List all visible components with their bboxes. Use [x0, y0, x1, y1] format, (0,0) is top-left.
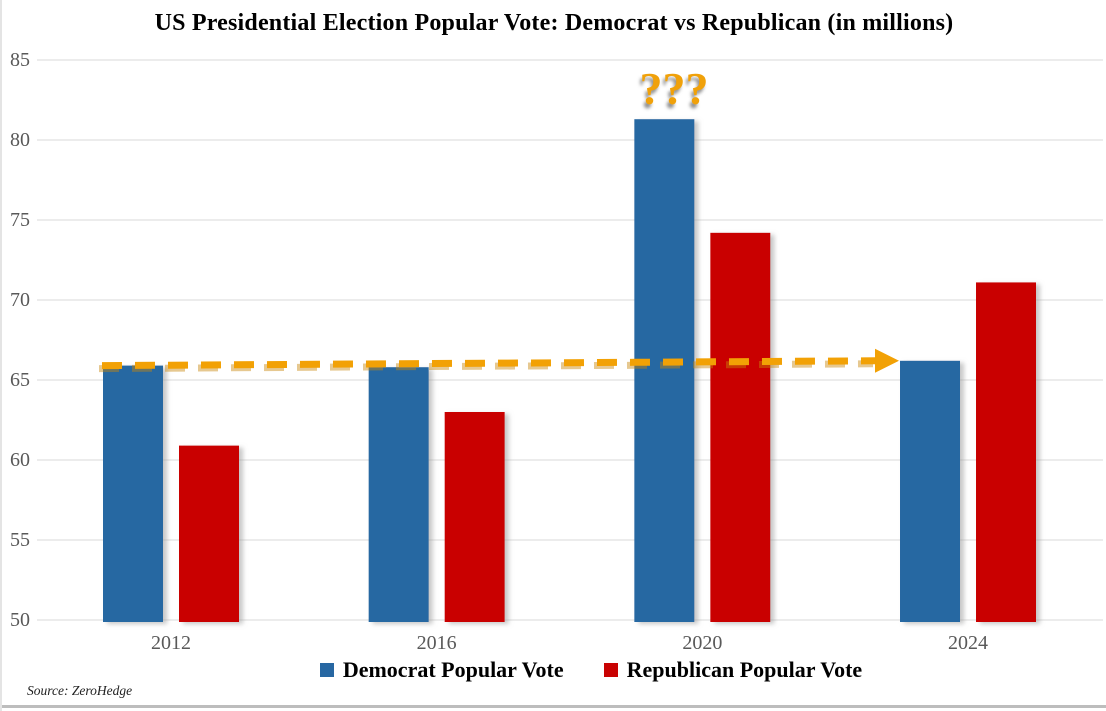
bar-republican-2020 — [710, 232, 771, 623]
y-tick-85: 85 — [10, 49, 30, 71]
legend-label-republican: Republican Popular Vote — [626, 657, 863, 682]
y-tick-80: 80 — [10, 129, 30, 151]
source-note: Source: ZeroHedge — [27, 683, 133, 698]
y-tick-55: 55 — [10, 529, 30, 551]
x-tick-2012: 2012 — [151, 632, 191, 654]
trend-arrow — [98, 348, 900, 373]
legend-label-democrat: Democrat Popular Vote — [342, 657, 564, 682]
bar-democrat-2016 — [368, 367, 429, 622]
y-tick-50: 50 — [10, 609, 30, 631]
legend: Democrat Popular Vote Republican Popular … — [39, 657, 1106, 683]
legend-swatch-republican-icon — [603, 663, 618, 677]
x-tick-2024: 2024 — [948, 632, 988, 654]
legend-item-republican: Republican Popular Vote — [603, 657, 863, 683]
bottom-divider — [2, 705, 1106, 708]
trend-arrow-line — [101, 357, 877, 370]
y-tick-75: 75 — [10, 209, 30, 231]
legend-item-democrat: Democrat Popular Vote — [319, 657, 564, 683]
bar-republican-2024 — [976, 282, 1037, 622]
bar-democrat-2024 — [900, 360, 961, 622]
bar-republican-2012 — [179, 445, 239, 622]
bar-democrat-2020 — [634, 119, 695, 622]
x-tick-2020: 2020 — [682, 632, 723, 654]
bars — [103, 119, 1037, 623]
x-tick-2016: 2016 — [416, 632, 457, 654]
bar-republican-2016 — [444, 412, 505, 622]
chart-title: US Presidential Election Popular Vote: D… — [154, 10, 954, 36]
legend-swatch-democrat-icon — [319, 663, 334, 677]
y-tick-60: 60 — [10, 449, 30, 471]
bar-democrat-2012 — [103, 365, 163, 622]
y-tick-65: 65 — [10, 369, 30, 391]
trend-arrow-head — [875, 348, 900, 373]
y-tick-70: 70 — [10, 289, 30, 311]
question-marks-annotation: ??? — [639, 63, 709, 114]
